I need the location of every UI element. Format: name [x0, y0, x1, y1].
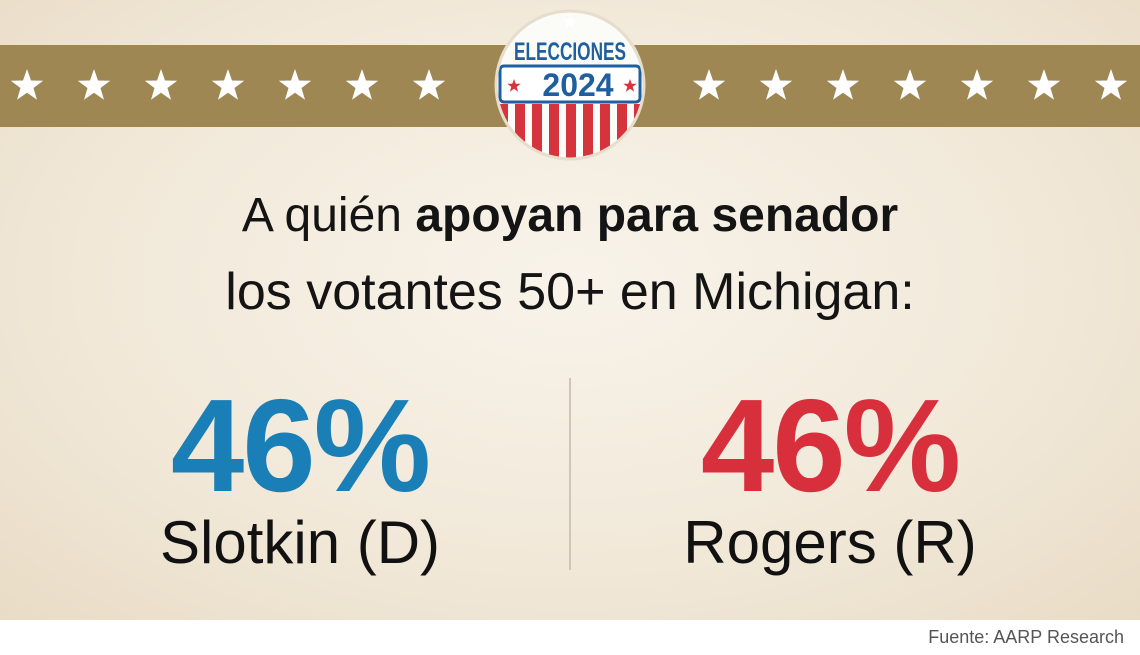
candidate-name: Rogers (R) — [683, 509, 977, 576]
title-bold: apoyan para senador — [415, 189, 899, 242]
title-line-2: los votantes 50+ en Michigan: — [225, 263, 915, 321]
source: Fuente: AARP Research — [928, 627, 1124, 647]
divider — [569, 378, 571, 570]
badge-year: 2024 — [542, 67, 613, 103]
title-line-1: A quién apoyan para senador — [0, 188, 1140, 243]
banner: ELECCIONES 2024 — [0, 9, 1140, 161]
badge-top: ELECCIONES — [514, 38, 626, 66]
candidate-name: Slotkin (D) — [159, 509, 441, 576]
title-plain: A quién — [241, 189, 402, 242]
badge — [496, 11, 644, 159]
percent: 46% — [700, 372, 961, 519]
percent: 46% — [170, 372, 431, 519]
